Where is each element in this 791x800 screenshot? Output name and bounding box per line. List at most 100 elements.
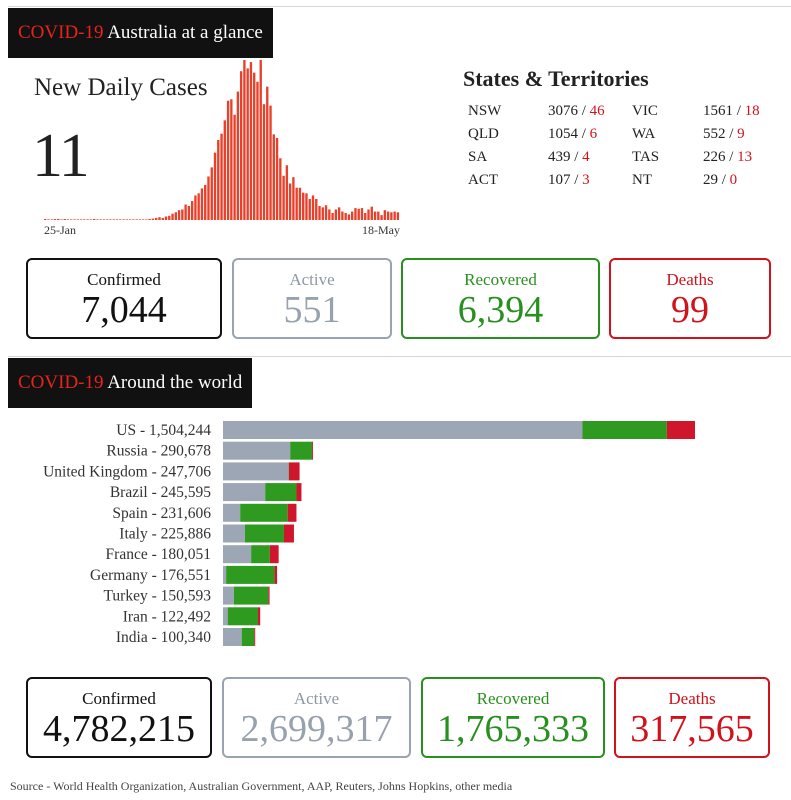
daily-cases-bar: [308, 198, 311, 220]
daily-cases-bar: [370, 206, 373, 220]
daily-cases-bar: [269, 105, 272, 220]
daily-cases-bar: [57, 219, 60, 220]
daily-cases-bar: [148, 219, 151, 220]
daily-cases-bar: [122, 219, 125, 220]
country-label: Iran - 122,492: [123, 608, 211, 625]
top-divider: [8, 6, 791, 7]
active-segment: [223, 607, 228, 626]
daily-cases-bar: [302, 192, 305, 220]
daily-cases-bar: [315, 198, 318, 220]
header-title: Australia at a glance: [107, 22, 263, 43]
states-row: ACT 107 / 3 NT 29 / 0: [468, 172, 768, 195]
state-deaths: 13: [737, 149, 753, 165]
active-segment: [223, 628, 242, 646]
daily-cases-bar: [292, 177, 295, 220]
daily-cases-bar: [328, 209, 331, 220]
state-cases-deaths: 3076 / 46: [548, 103, 605, 119]
state-abbr: QLD: [468, 126, 499, 142]
deaths-segment: [258, 607, 261, 626]
state-abbr: TAS: [632, 149, 660, 165]
daily-cases-bar: [197, 193, 200, 220]
daily-cases-bar: [311, 195, 315, 220]
daily-cases-bar: [282, 175, 285, 220]
au-deaths-label: Deaths: [666, 270, 714, 289]
daily-cases-bar: [187, 205, 191, 220]
world-confirmed-label: Confirmed: [82, 689, 156, 708]
world-active-value: 2,699,317: [240, 708, 393, 750]
daily-cases-bar: [60, 219, 63, 220]
state-deaths: 6: [589, 126, 598, 142]
daily-cases-bar: [44, 219, 47, 220]
au-confirmed-value: 7,044: [81, 289, 167, 331]
world-deaths-label: Deaths: [668, 689, 716, 708]
daily-cases-bar: [128, 219, 132, 220]
country-label: France - 180,051: [106, 546, 211, 563]
daily-cases-bar: [354, 208, 357, 220]
daily-cases-bar: [275, 137, 279, 220]
world-confirmed-value: 4,782,215: [43, 708, 195, 750]
daily-cases-bar: [135, 219, 138, 220]
state-abbr: NT: [632, 172, 652, 188]
recovered-segment: [226, 565, 275, 584]
world-recovered-value: 1,765,333: [437, 708, 589, 750]
world-confirmed-box: Confirmed 4,782,215: [26, 677, 212, 758]
daily-cases-bar: [367, 209, 370, 220]
deaths-segment: [254, 628, 256, 646]
new-daily-cases-value: 11: [32, 122, 90, 190]
deaths-segment: [666, 421, 695, 439]
states-row: SA 439 / 4 TAS 226 / 13: [468, 149, 768, 172]
daily-cases-bar: [89, 219, 93, 220]
state-deaths: 18: [744, 103, 760, 119]
daily-cases-bar: [177, 210, 181, 220]
daily-cases-bar: [298, 187, 302, 220]
country-label: India - 100,340: [116, 629, 211, 646]
active-segment: [223, 524, 245, 543]
active-segment: [223, 462, 289, 481]
state-cases-deaths: 1054 / 6: [548, 126, 598, 142]
world-deaths-box: Deaths 317,565: [614, 677, 770, 758]
deaths-segment: [268, 586, 270, 605]
daily-cases-bar: [239, 71, 243, 220]
state-cases: 226: [703, 149, 726, 165]
new-daily-cases-title: New Daily Cases: [34, 74, 208, 101]
daily-cases-bar: [341, 211, 344, 220]
daily-cases-bar: [262, 104, 266, 220]
state-cases-deaths: 439 / 4: [548, 149, 590, 165]
daily-cases-bar: [106, 219, 109, 220]
daily-cases-bar: [226, 100, 230, 220]
recovered-segment: [240, 503, 288, 522]
daily-cases-bar: [243, 60, 246, 220]
daily-cases-bar: [253, 72, 256, 220]
state-abbr: VIC: [632, 103, 658, 119]
daily-cases-bar: [168, 215, 171, 220]
daily-cases-bar: [132, 219, 135, 220]
state-cases: 107: [548, 172, 571, 188]
daily-cases-bar: [204, 184, 207, 220]
recovered-segment: [290, 441, 313, 460]
world-countries-chart: US - 1,504,244 Russia - 290,678 United Kin…: [43, 421, 695, 646]
x-end-label: 18-May: [362, 223, 400, 237]
daily-cases-bar: [83, 219, 86, 220]
middle-divider: [8, 356, 791, 357]
daily-cases-bar: [210, 167, 213, 220]
country-label: United Kingdom - 247,706: [43, 463, 211, 480]
world-active-box: Active 2,699,317: [222, 677, 411, 758]
au-deaths-value: 99: [671, 289, 709, 331]
daily-cases-bar: [393, 211, 396, 220]
daily-cases-bar: [79, 219, 83, 220]
state-cases: 1561: [703, 103, 733, 119]
daily-cases-bar: [145, 219, 148, 220]
daily-cases-bar: [99, 219, 102, 220]
daily-cases-bar: [288, 183, 292, 220]
deaths-segment: [274, 565, 278, 584]
country-label: US - 1,504,244: [116, 422, 211, 439]
daily-cases-bar: [73, 219, 76, 220]
world-recovered-box: Recovered 1,765,333: [421, 677, 605, 758]
daily-cases-bar: [50, 219, 53, 220]
active-segment: [223, 586, 234, 605]
state-cases: 552: [703, 126, 726, 142]
state-deaths: 4: [582, 149, 590, 165]
daily-cases-chart: 25-Jan 18-May: [44, 60, 400, 237]
state-cases: 29: [703, 172, 718, 188]
au-deaths-box: Deaths 99: [609, 258, 771, 339]
